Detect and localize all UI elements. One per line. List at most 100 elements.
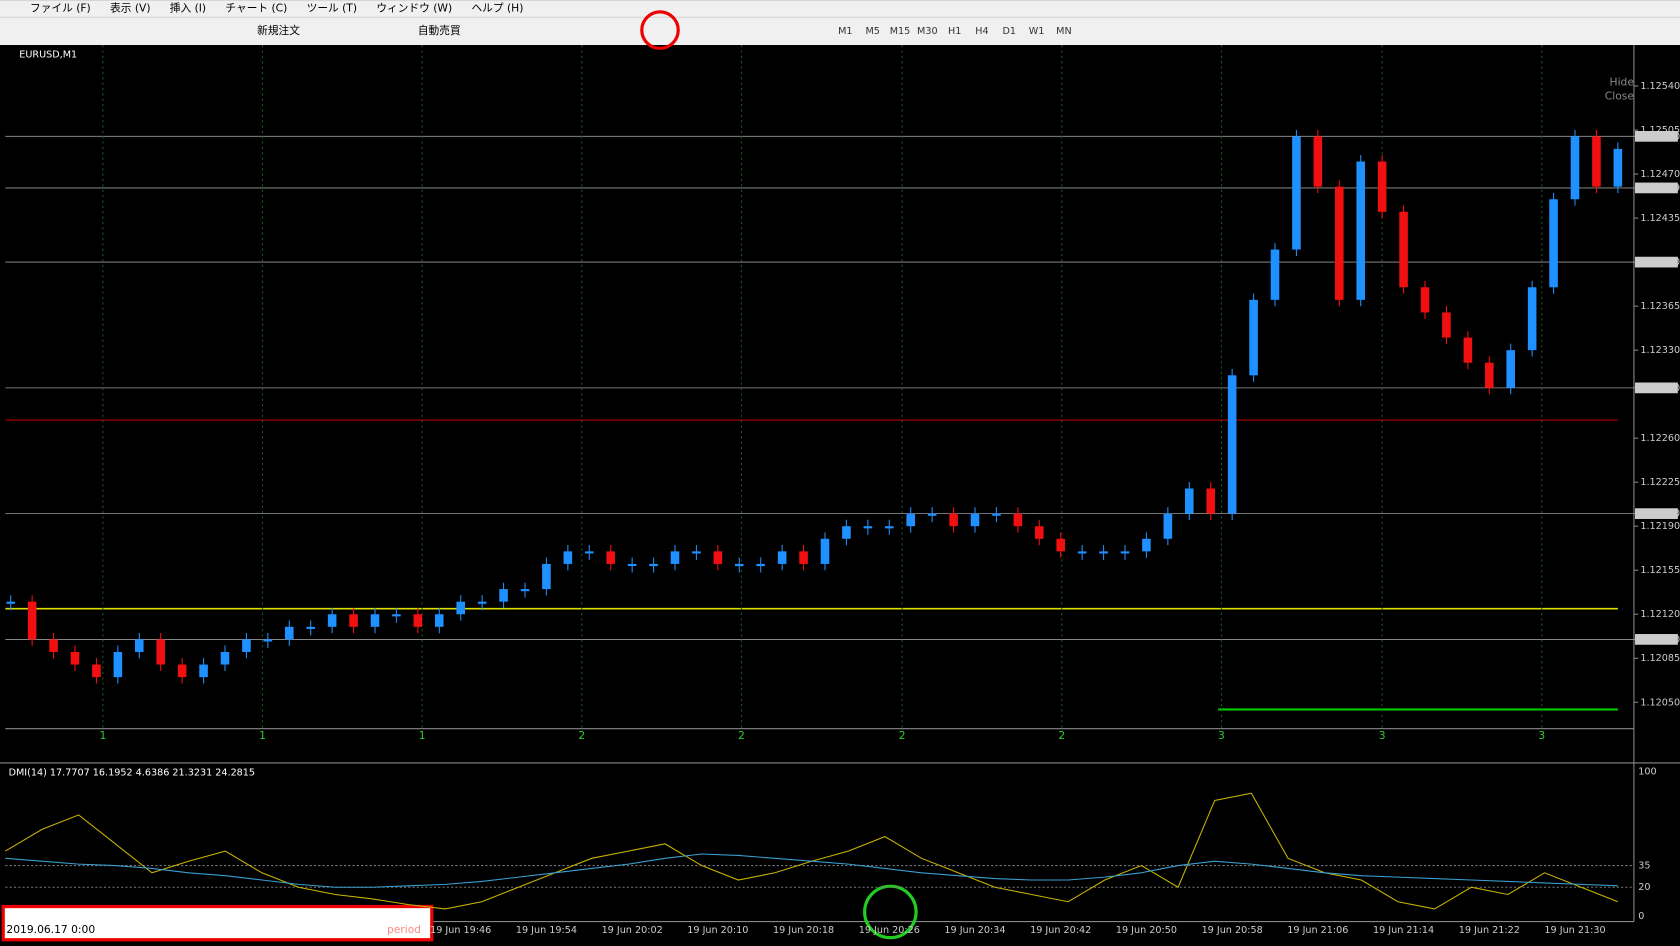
- candle: [1335, 186, 1344, 300]
- time-label: 19 Jun 21:30: [1544, 925, 1605, 936]
- candle: [199, 664, 208, 678]
- menu-item[interactable]: チャート (C): [225, 2, 287, 15]
- hide-button[interactable]: Hide: [1610, 76, 1635, 89]
- candle: [1313, 136, 1323, 187]
- highlight-circle: [640, 10, 680, 50]
- candle: [242, 639, 251, 652]
- menu-item[interactable]: ウィンドウ (W): [376, 2, 452, 15]
- price-label: 1.12540: [1640, 81, 1680, 92]
- menu-item[interactable]: ヘルプ (H): [471, 2, 523, 15]
- candle: [713, 551, 723, 564]
- period-hint: period: [387, 923, 421, 936]
- candle: [649, 563, 658, 567]
- candle: [1035, 526, 1044, 539]
- candle: [1399, 211, 1408, 288]
- candle: [842, 526, 851, 539]
- menu-toolbar-bg: [0, 0, 1680, 46]
- period-mark: 1: [259, 729, 266, 742]
- candle: [156, 639, 165, 665]
- menu-item[interactable]: ファイル (F): [30, 2, 91, 15]
- candle: [1227, 375, 1237, 514]
- level-tag: [1635, 256, 1678, 268]
- candle: [477, 601, 487, 604]
- candle: [1527, 287, 1537, 351]
- price-label: 1.12225: [1640, 477, 1680, 488]
- sub-axis-label: 35: [1638, 861, 1650, 872]
- candle: [135, 639, 144, 652]
- price-label: 1.12190: [1640, 521, 1680, 532]
- time-label: 19 Jun 20:26: [859, 925, 920, 936]
- candle: [285, 626, 294, 640]
- date-input[interactable]: [1, 904, 434, 942]
- level-tag: [1635, 382, 1678, 394]
- candle: [1270, 249, 1280, 300]
- candle: [735, 563, 744, 567]
- candle: [927, 513, 937, 516]
- timeframe-button[interactable]: W1: [1029, 26, 1045, 37]
- candle: [1420, 287, 1430, 313]
- menu-item[interactable]: ツール (T): [307, 2, 357, 15]
- time-label: 19 Jun 19:54: [516, 925, 577, 936]
- timeframe-button[interactable]: H4: [975, 26, 988, 37]
- timeframe-button[interactable]: D1: [1003, 26, 1017, 37]
- timeframe-button[interactable]: M1: [838, 26, 852, 37]
- price-label: 1.12120: [1640, 609, 1680, 620]
- candle: [92, 664, 101, 678]
- toolbar-button[interactable]: 自動売買: [418, 24, 461, 37]
- time-label: 19 Jun 20:10: [687, 925, 748, 936]
- candle: [306, 626, 315, 629]
- close-button[interactable]: Close: [1605, 90, 1635, 103]
- candle: [1120, 551, 1130, 554]
- candle: [1506, 350, 1515, 388]
- timeframe-button[interactable]: M30: [917, 26, 938, 37]
- candle: [1163, 513, 1173, 539]
- date-input-text: 2019.06.17 0:00: [6, 923, 95, 936]
- price-label: 1.12365: [1640, 301, 1680, 312]
- timeframe-button[interactable]: M15: [890, 26, 911, 37]
- price-label: 1.12050: [1640, 697, 1680, 708]
- candle: [670, 551, 680, 564]
- candle: [1292, 136, 1301, 250]
- candle: [1592, 136, 1601, 187]
- candle: [49, 639, 58, 652]
- symbol-label: EURUSD,M1: [19, 50, 77, 61]
- candle: [970, 513, 980, 527]
- candle: [520, 589, 530, 592]
- period-mark: 2: [578, 729, 585, 742]
- period-mark: 1: [99, 729, 106, 742]
- time-label: 19 Jun 20:58: [1202, 925, 1263, 936]
- toolbar-button[interactable]: 新規注文: [257, 24, 300, 37]
- menu-item[interactable]: 表示 (V): [110, 2, 150, 15]
- candle: [1549, 199, 1558, 288]
- candle: [692, 551, 701, 554]
- period-mark: 2: [738, 729, 745, 742]
- time-label: 19 Jun 20:50: [1116, 925, 1177, 936]
- candle: [456, 601, 465, 615]
- menu-item[interactable]: 挿入 (I): [170, 2, 206, 15]
- time-label: 19 Jun 19:46: [430, 925, 491, 936]
- candle: [863, 526, 873, 529]
- candle: [777, 551, 787, 564]
- timeframe-button[interactable]: H1: [948, 26, 961, 37]
- candle: [627, 563, 637, 567]
- sub-axis-label: 20: [1638, 882, 1650, 893]
- time-label: 19 Jun 21:22: [1459, 925, 1520, 936]
- candle: [177, 664, 187, 678]
- time-label: 19 Jun 21:14: [1373, 925, 1434, 936]
- candle: [27, 601, 37, 640]
- chart-bg: [0, 45, 1680, 942]
- candle: [992, 513, 1001, 516]
- candle: [606, 551, 615, 564]
- price-label: 1.12260: [1640, 433, 1680, 444]
- candle: [949, 513, 958, 527]
- timeframe-button[interactable]: MN: [1056, 26, 1072, 37]
- price-label: 1.12435: [1640, 213, 1680, 224]
- price-label: 1.12470: [1640, 169, 1680, 180]
- candle: [1485, 362, 1494, 388]
- timeframe-button[interactable]: M5: [865, 26, 879, 37]
- candle: [1013, 513, 1023, 527]
- period-mark: 1: [419, 729, 426, 742]
- candle: [413, 614, 423, 627]
- price-label: 1.12155: [1640, 565, 1680, 576]
